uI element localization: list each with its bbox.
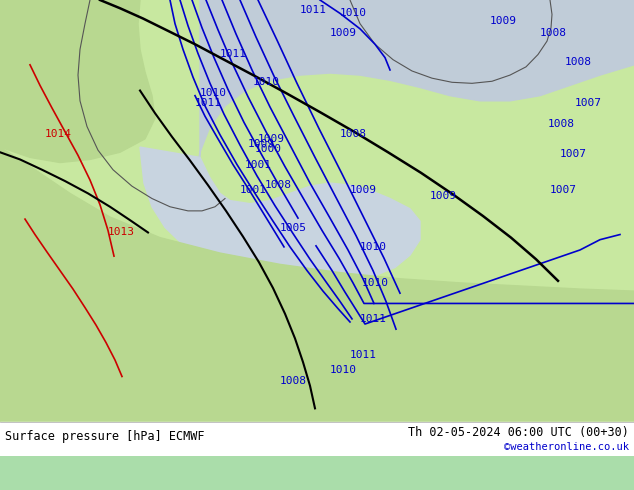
Text: 1011: 1011 xyxy=(195,98,222,108)
Text: 1001: 1001 xyxy=(240,185,267,196)
Text: 1014: 1014 xyxy=(45,129,72,139)
Text: 1013: 1013 xyxy=(108,226,135,237)
Text: 1010: 1010 xyxy=(362,278,389,288)
Text: 1005: 1005 xyxy=(280,223,307,233)
Text: 1009: 1009 xyxy=(350,185,377,196)
Polygon shape xyxy=(0,147,634,456)
Polygon shape xyxy=(0,0,155,163)
Text: 1010: 1010 xyxy=(200,88,227,98)
Text: 1000: 1000 xyxy=(255,144,282,154)
Text: 1011: 1011 xyxy=(350,350,377,360)
Text: 1009: 1009 xyxy=(490,16,517,25)
Text: 1010: 1010 xyxy=(330,366,357,375)
Text: 1007: 1007 xyxy=(550,185,577,196)
Text: 1009: 1009 xyxy=(330,28,357,38)
Text: 1008: 1008 xyxy=(280,376,307,386)
Text: 1009: 1009 xyxy=(430,191,457,200)
Text: 1011: 1011 xyxy=(360,314,387,324)
Text: 1007: 1007 xyxy=(560,149,587,159)
Text: 1009: 1009 xyxy=(248,139,275,149)
Text: Surface pressure [hPa] ECMWF: Surface pressure [hPa] ECMWF xyxy=(5,430,205,442)
Bar xyxy=(0,422,634,456)
Text: 1008: 1008 xyxy=(340,129,367,139)
Text: 1011: 1011 xyxy=(220,49,247,59)
Polygon shape xyxy=(140,147,420,283)
Text: 1010: 1010 xyxy=(360,242,387,252)
Text: 1009: 1009 xyxy=(258,134,285,144)
Text: ©weatheronline.co.uk: ©weatheronline.co.uk xyxy=(504,442,629,452)
Text: 1010: 1010 xyxy=(253,77,280,87)
Text: 1008: 1008 xyxy=(548,119,575,128)
Text: 1001: 1001 xyxy=(245,160,272,170)
Text: Th 02-05-2024 06:00 UTC (00+30): Th 02-05-2024 06:00 UTC (00+30) xyxy=(408,425,629,439)
Text: 1010: 1010 xyxy=(340,8,367,19)
Text: 1008: 1008 xyxy=(565,57,592,67)
Text: 1008: 1008 xyxy=(265,180,292,190)
Polygon shape xyxy=(192,0,634,312)
Text: 1011: 1011 xyxy=(300,5,327,15)
Text: 1007: 1007 xyxy=(575,98,602,108)
Text: 1008: 1008 xyxy=(540,28,567,38)
